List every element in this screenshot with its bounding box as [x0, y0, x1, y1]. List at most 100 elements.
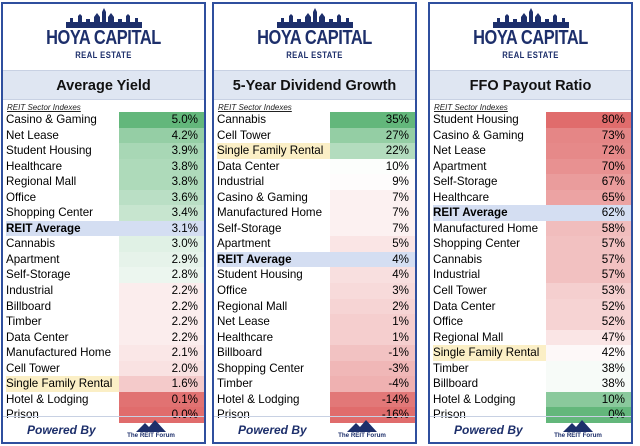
table-row: Timber 38% [430, 360, 631, 377]
table-row: Office 3.6% [3, 189, 204, 206]
sector-label: Shopping Center [6, 206, 94, 220]
table-row: Data Center 52% [430, 298, 631, 315]
sector-label: Prison [433, 408, 466, 422]
skyline-logo-icon [65, 8, 142, 28]
table-row: Student Housing 80% [430, 112, 631, 128]
value-cell: 3% [330, 283, 415, 299]
sector-label: Data Center [6, 330, 69, 344]
table-row: Cannabis 57% [430, 251, 631, 268]
value-cell: 27% [330, 127, 415, 144]
table-row: Manufactured Home 2.1% [3, 345, 204, 361]
table-row: Single Family Rental 22% [214, 143, 415, 159]
value-cell: 52% [546, 314, 631, 330]
sector-label: REIT Average [217, 251, 334, 268]
footer: Powered By The REIT Forum [430, 416, 631, 442]
table-row: Billboard 2.2% [3, 298, 204, 315]
sector-label: Self-Storage [217, 221, 282, 235]
logo-subtitle: REAL ESTATE [502, 50, 559, 60]
reit-forum-logo: The REIT Forum [333, 419, 391, 441]
table-row: Office 52% [430, 314, 631, 330]
value-cell: -3% [330, 360, 415, 377]
value-cell: 62% [546, 205, 631, 221]
value-cell: 80% [546, 112, 631, 128]
powered-by-label: Powered By [27, 423, 96, 437]
table-row: Industrial 9% [214, 174, 415, 190]
sector-label: Net Lease [6, 128, 59, 142]
table-row: Hotel & Lodging 0.1% [3, 391, 204, 408]
sector-label: Hotel & Lodging [217, 392, 300, 406]
value-cell: 35% [330, 112, 415, 128]
table-row: Prison 0% [430, 407, 631, 423]
sector-label: Cannabis [6, 237, 55, 251]
table-title: 5-Year Dividend Growth [214, 70, 415, 100]
sector-label: Healthcare [6, 159, 63, 173]
sector-label: Single Family Rental [217, 143, 334, 159]
sector-label: REIT Average [433, 205, 550, 221]
sector-label: Net Lease [217, 315, 270, 329]
value-cell: 3.9% [119, 143, 204, 159]
index-label: REIT Sector Indexes [218, 103, 292, 112]
table-row: Student Housing 4% [214, 267, 415, 284]
table-row: Shopping Center -3% [214, 360, 415, 377]
table-row: Industrial 2.2% [3, 283, 204, 299]
value-cell: 0% [546, 407, 631, 423]
sector-label: Casino & Gaming [433, 128, 524, 142]
value-cell: 72% [546, 143, 631, 159]
table-row: Self-Storage 67% [430, 174, 631, 190]
average-row: REIT Average 62% [430, 205, 631, 221]
value-cell: 3.8% [119, 158, 204, 175]
table-row: Regional Mall 47% [430, 329, 631, 346]
table-row: Prison 0.0% [3, 407, 204, 423]
value-cell: 3.4% [119, 205, 204, 221]
sector-label: Apartment [6, 252, 60, 266]
table-row: Net Lease 4.2% [3, 127, 204, 144]
sector-label: Prison [217, 408, 250, 422]
table-row: Single Family Rental 1.6% [3, 376, 204, 392]
table-row: Healthcare 65% [430, 189, 631, 206]
sector-label: Billboard [433, 377, 479, 391]
value-cell: -4% [330, 376, 415, 392]
sector-label: Shopping Center [217, 361, 305, 375]
table-row: Shopping Center 57% [430, 236, 631, 252]
forum-name: The REIT Forum [338, 432, 386, 439]
mountain-icon [563, 420, 593, 432]
sector-label: Cell Tower [217, 128, 271, 142]
powered-by-label: Powered By [454, 423, 523, 437]
table-row: Cannabis 35% [214, 112, 415, 128]
sector-label: Regional Mall [6, 175, 77, 189]
sector-label: Single Family Rental [433, 345, 550, 361]
sector-label: Timber [433, 361, 469, 375]
logo-title: HOYA CAPITAL [473, 27, 588, 49]
table-title: Average Yield [3, 70, 204, 100]
hoya-capital-logo: HOYA CAPITAL REAL ESTATE [214, 4, 415, 68]
value-cell: 73% [546, 127, 631, 144]
panel-1: HOYA CAPITAL REAL ESTATE Average Yield REIT… [1, 2, 206, 444]
value-cell: -1% [330, 345, 415, 361]
value-cell: -16% [330, 407, 415, 423]
value-cell: 38% [546, 376, 631, 392]
sector-label: Industrial [217, 175, 265, 189]
sector-label: Data Center [217, 159, 280, 173]
sector-label: Office [433, 315, 464, 329]
table-row: Billboard -1% [214, 345, 415, 361]
table-row: Casino & Gaming 7% [214, 189, 415, 206]
forum-name: The REIT Forum [554, 432, 602, 439]
sector-label: Student Housing [217, 268, 303, 282]
sector-label: Data Center [433, 299, 496, 313]
panel-3: HOYA CAPITAL REAL ESTATE FFO Payout Ratio R… [428, 2, 633, 444]
value-cell: 22% [330, 143, 415, 159]
value-cell: 7% [330, 189, 415, 206]
mountain-icon [136, 420, 166, 432]
value-cell: 1.6% [119, 376, 204, 392]
index-label: REIT Sector Indexes [7, 103, 81, 112]
value-cell: 10% [330, 158, 415, 175]
sector-label: Timber [217, 377, 253, 391]
value-cell: 2.2% [119, 298, 204, 315]
table-row: Office 3% [214, 283, 415, 299]
sector-label: Industrial [6, 284, 54, 298]
table-row: Timber -4% [214, 376, 415, 392]
table-rows: Cannabis 35% Cell Tower 27% Single Family Re… [214, 112, 415, 423]
sector-label: Billboard [217, 346, 263, 360]
value-cell: 70% [546, 158, 631, 175]
sector-label: Cannabis [433, 252, 482, 266]
